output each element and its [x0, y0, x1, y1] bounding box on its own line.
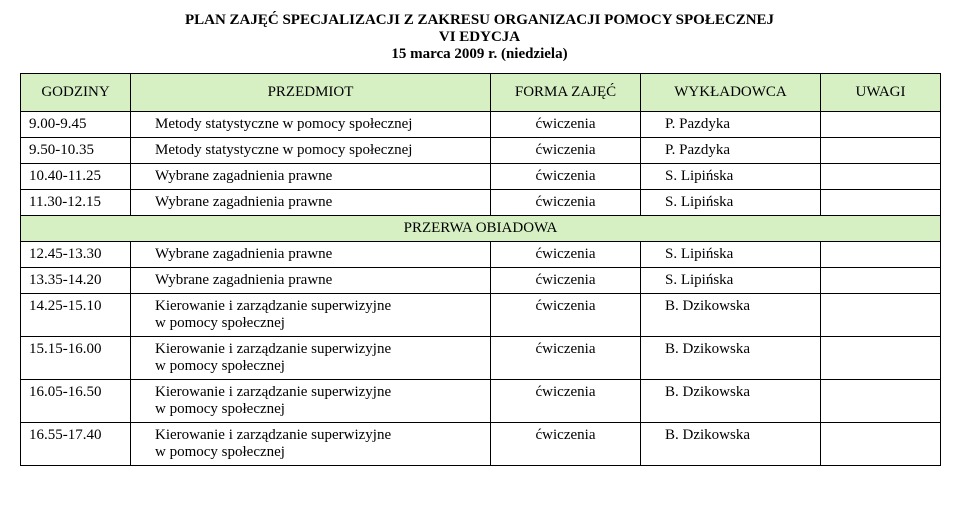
schedule-table: GODZINY PRZEDMIOT FORMA ZAJĘĆ WYKŁADOWCA…: [20, 73, 941, 466]
cell-przedmiot: Wybrane zagadnienia prawne: [131, 242, 491, 268]
cell-forma: ćwiczenia: [491, 138, 641, 164]
table-row: 16.55-17.40Kierowanie i zarządzanie supe…: [21, 423, 941, 466]
cell-wykladowca: B. Dzikowska: [641, 337, 821, 380]
cell-wykladowca: S. Lipińska: [641, 190, 821, 216]
cell-przedmiot: Metody statystyczne w pomocy społecznej: [131, 112, 491, 138]
schedule-body: 9.00-9.45Metody statystyczne w pomocy sp…: [21, 112, 941, 466]
cell-forma: ćwiczenia: [491, 268, 641, 294]
table-row: 16.05-16.50Kierowanie i zarządzanie supe…: [21, 380, 941, 423]
cell-uwagi: [821, 164, 941, 190]
cell-wykladowca: S. Lipińska: [641, 242, 821, 268]
break-row: PRZERWA OBIADOWA: [21, 216, 941, 242]
cell-forma: ćwiczenia: [491, 294, 641, 337]
cell-godziny: 15.15-16.00: [21, 337, 131, 380]
header-row: GODZINY PRZEDMIOT FORMA ZAJĘĆ WYKŁADOWCA…: [21, 74, 941, 112]
cell-uwagi: [821, 337, 941, 380]
title-line-3: 15 marca 2009 r. (niedziela): [20, 46, 939, 63]
table-row: 11.30-12.15Wybrane zagadnienia prawnećwi…: [21, 190, 941, 216]
cell-forma: ćwiczenia: [491, 190, 641, 216]
cell-uwagi: [821, 190, 941, 216]
table-row: 9.50-10.35Metody statystyczne w pomocy s…: [21, 138, 941, 164]
cell-wykladowca: P. Pazdyka: [641, 112, 821, 138]
cell-uwagi: [821, 268, 941, 294]
table-row: 10.40-11.25Wybrane zagadnienia prawnećwi…: [21, 164, 941, 190]
table-row: 13.35-14.20Wybrane zagadnienia prawnećwi…: [21, 268, 941, 294]
table-row: 12.45-13.30Wybrane zagadnienia prawnećwi…: [21, 242, 941, 268]
col-header-forma: FORMA ZAJĘĆ: [491, 74, 641, 112]
cell-uwagi: [821, 294, 941, 337]
col-header-uwagi: UWAGI: [821, 74, 941, 112]
cell-uwagi: [821, 112, 941, 138]
cell-przedmiot: Kierowanie i zarządzanie superwizyjnew p…: [131, 337, 491, 380]
cell-wykladowca: B. Dzikowska: [641, 294, 821, 337]
cell-godziny: 9.00-9.45: [21, 112, 131, 138]
cell-godziny: 12.45-13.30: [21, 242, 131, 268]
col-header-przedmiot: PRZEDMIOT: [131, 74, 491, 112]
table-row: 14.25-15.10Kierowanie i zarządzanie supe…: [21, 294, 941, 337]
cell-forma: ćwiczenia: [491, 337, 641, 380]
cell-godziny: 11.30-12.15: [21, 190, 131, 216]
cell-forma: ćwiczenia: [491, 164, 641, 190]
cell-przedmiot: Wybrane zagadnienia prawne: [131, 164, 491, 190]
cell-uwagi: [821, 242, 941, 268]
col-header-wykladowca: WYKŁADOWCA: [641, 74, 821, 112]
cell-godziny: 10.40-11.25: [21, 164, 131, 190]
cell-uwagi: [821, 423, 941, 466]
cell-godziny: 16.05-16.50: [21, 380, 131, 423]
cell-forma: ćwiczenia: [491, 423, 641, 466]
cell-forma: ćwiczenia: [491, 112, 641, 138]
cell-przedmiot: Metody statystyczne w pomocy społecznej: [131, 138, 491, 164]
cell-wykladowca: B. Dzikowska: [641, 423, 821, 466]
table-row: 15.15-16.00Kierowanie i zarządzanie supe…: [21, 337, 941, 380]
title-line-2: VI EDYCJA: [20, 29, 939, 46]
break-label: PRZERWA OBIADOWA: [21, 216, 941, 242]
cell-forma: ćwiczenia: [491, 380, 641, 423]
cell-przedmiot: Kierowanie i zarządzanie superwizyjnew p…: [131, 423, 491, 466]
cell-przedmiot: Kierowanie i zarządzanie superwizyjnew p…: [131, 294, 491, 337]
col-header-godziny: GODZINY: [21, 74, 131, 112]
cell-godziny: 9.50-10.35: [21, 138, 131, 164]
cell-przedmiot: Wybrane zagadnienia prawne: [131, 190, 491, 216]
cell-wykladowca: S. Lipińska: [641, 268, 821, 294]
table-row: 9.00-9.45Metody statystyczne w pomocy sp…: [21, 112, 941, 138]
title-block: PLAN ZAJĘĆ SPECJALIZACJI Z ZAKRESU ORGAN…: [20, 12, 939, 63]
cell-wykladowca: B. Dzikowska: [641, 380, 821, 423]
cell-wykladowca: S. Lipińska: [641, 164, 821, 190]
cell-godziny: 14.25-15.10: [21, 294, 131, 337]
cell-forma: ćwiczenia: [491, 242, 641, 268]
cell-uwagi: [821, 380, 941, 423]
cell-uwagi: [821, 138, 941, 164]
cell-godziny: 16.55-17.40: [21, 423, 131, 466]
cell-przedmiot: Kierowanie i zarządzanie superwizyjnew p…: [131, 380, 491, 423]
cell-godziny: 13.35-14.20: [21, 268, 131, 294]
cell-wykladowca: P. Pazdyka: [641, 138, 821, 164]
title-line-1: PLAN ZAJĘĆ SPECJALIZACJI Z ZAKRESU ORGAN…: [20, 12, 939, 29]
cell-przedmiot: Wybrane zagadnienia prawne: [131, 268, 491, 294]
